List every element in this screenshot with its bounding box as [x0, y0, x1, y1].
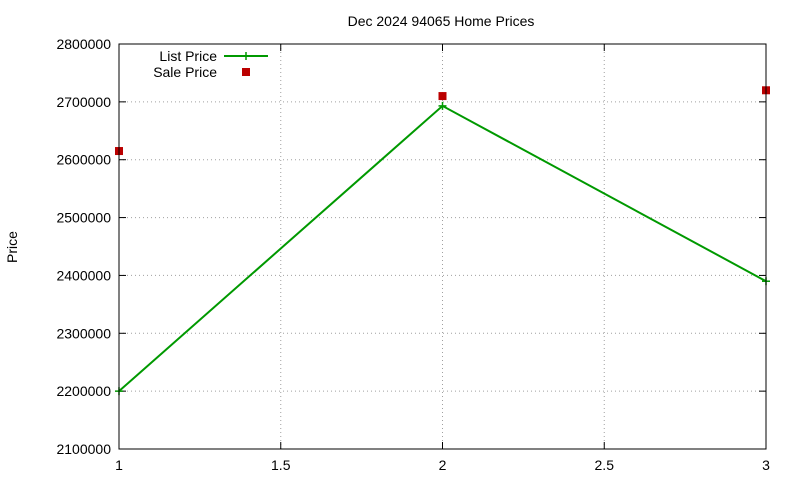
list-price-point: [438, 101, 447, 110]
y-tick-label: 2700000: [56, 94, 111, 110]
y-tick-label: 2200000: [56, 383, 111, 399]
legend-label: Sale Price: [153, 64, 217, 80]
y-tick-label: 2600000: [56, 152, 111, 168]
plot-frame: [118, 43, 767, 450]
y-tick-label: 2400000: [56, 267, 111, 283]
x-tick-label: 1.5: [271, 457, 291, 473]
y-tick-label: 2300000: [56, 325, 111, 341]
y-tick-label: 2500000: [56, 210, 111, 226]
y-tick-label: 2100000: [56, 441, 111, 457]
sale-price-point: [438, 92, 447, 101]
x-tick-label: 2: [439, 457, 447, 473]
chart-title: Dec 2024 94065 Home Prices: [348, 13, 535, 29]
y-axis-label: Price: [4, 231, 20, 263]
x-tick-label: 1: [115, 457, 123, 473]
x-tick-label: 3: [762, 457, 770, 473]
y-tick-label: 2800000: [56, 36, 111, 52]
x-tick-label: 2.5: [595, 457, 615, 473]
legend-plus-marker: [242, 52, 250, 60]
legend-label: List Price: [159, 48, 217, 64]
tick-labels: 2100000 2200000 2300000 2400000 2500000 26000…: [56, 36, 770, 473]
legend-square-marker: [242, 68, 250, 76]
